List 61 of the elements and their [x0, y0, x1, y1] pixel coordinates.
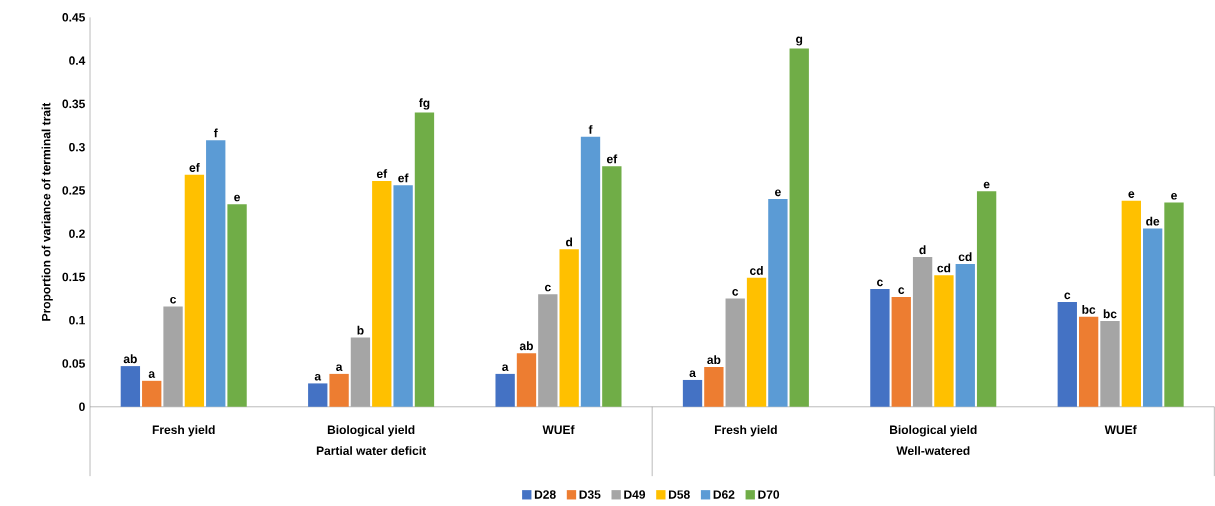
data-label: a [314, 373, 322, 381]
data-label: bc [1103, 309, 1117, 319]
legend-label: D49 [624, 490, 646, 499]
y-tick-label: 0.25 [62, 186, 85, 195]
y-tick-label: 0.3 [69, 142, 85, 152]
y-axis-title: Proportion of variance of terminal trait [41, 102, 53, 321]
y-tick-label: 0.45 [62, 13, 85, 22]
x-tick-label: WUEf [542, 425, 575, 435]
data-label: cd [750, 266, 763, 275]
data-label: d [566, 237, 573, 247]
data-label: bc [1082, 305, 1096, 314]
data-label: b [357, 325, 364, 335]
data-label: e [983, 181, 990, 189]
data-label: e [234, 194, 241, 202]
data-label: cd [937, 263, 951, 273]
data-label: c [544, 284, 551, 292]
legend-label: D62 [713, 490, 735, 499]
data-label: ab [519, 341, 533, 351]
text: Partial water deficit [316, 446, 426, 455]
y-tick-label: 0.35 [62, 99, 85, 109]
data-label: a [148, 371, 156, 378]
x-tick-label: Biological yield [327, 425, 415, 437]
data-label: a [336, 364, 343, 371]
y-tick-label: 0.1 [69, 315, 85, 325]
data-label: ef [606, 154, 618, 164]
data-label: f [213, 128, 218, 138]
data-label: fg [419, 98, 430, 110]
data-label: c [170, 296, 177, 304]
data-label: c [877, 279, 883, 287]
data-label: f [588, 125, 593, 134]
data-label: e [1128, 191, 1135, 198]
data-label: cd [958, 252, 972, 262]
legend-label: D35 [579, 490, 601, 499]
y-tick-label: 0.4 [69, 56, 86, 65]
x-tick-label: Biological yield [890, 425, 977, 437]
y-tick-label: 0.15 [62, 272, 85, 282]
data-label: a [689, 370, 696, 378]
data-label: a [502, 364, 509, 371]
data-label: g [796, 36, 803, 46]
x-tick-label: WUEf [1104, 425, 1137, 435]
data-label: e [775, 189, 781, 197]
y-tick-label: 0.05 [62, 359, 85, 368]
data-label: e [1171, 193, 1177, 200]
data-label: c [1064, 292, 1071, 300]
data-label: ef [189, 163, 200, 172]
data-label: c [898, 287, 905, 294]
legend-label: D70 [758, 490, 780, 499]
legend-label: D58 [668, 490, 690, 499]
data-label: ab [707, 355, 721, 365]
data-label: de [1146, 216, 1160, 226]
y-tick-label: 0 [79, 402, 85, 412]
text: Well-watered [896, 446, 970, 455]
data-label: ab [123, 354, 137, 364]
data-label: d [919, 245, 926, 255]
y-tick-label: 0.2 [69, 229, 85, 238]
x-tick-label: Fresh yield [152, 425, 215, 437]
legend-label: D28 [534, 490, 556, 499]
data-label: ef [398, 173, 409, 183]
data-label: ef [376, 169, 388, 178]
x-tick-label: Fresh yield [714, 425, 777, 437]
data-label: c [732, 289, 739, 296]
